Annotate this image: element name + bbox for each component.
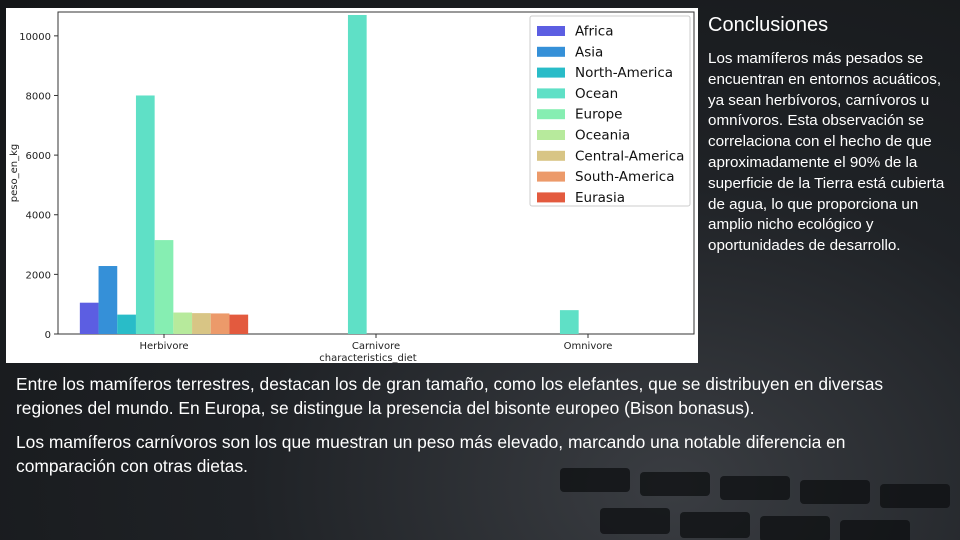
y-tick-label: 2000 (26, 270, 51, 281)
legend-swatch (537, 171, 565, 182)
y-tick-label: 8000 (26, 91, 51, 102)
legend-swatch (537, 67, 565, 78)
legend-swatch (537, 130, 565, 140)
y-tick-label: 0 (45, 330, 51, 341)
x-tick-label: Herbivore (140, 341, 189, 352)
legend-swatch (537, 26, 565, 36)
bar (135, 95, 155, 335)
legend-swatch (537, 192, 565, 203)
bar (229, 314, 249, 334)
legend-swatch (537, 150, 565, 161)
legend-swatch (537, 88, 565, 99)
legend-box (529, 15, 691, 207)
x-tick-label: Omnivore (564, 341, 613, 352)
x-tick-label: Carnivore (352, 341, 400, 352)
bar (347, 14, 367, 335)
y-tick-label: 10000 (19, 32, 51, 43)
bar (79, 302, 99, 334)
chart-panel: 0 2000 4000 6000 8000 10000 Herbivore Carnivore… (6, 8, 698, 364)
legend-swatch (537, 109, 565, 120)
paragraph-terrestrial: Entre los mamíferos terrestres, destacan… (16, 374, 884, 418)
y-tick-label: 6000 (26, 151, 51, 162)
legend-label: Oceania (575, 128, 630, 144)
bar (117, 314, 136, 334)
bar (98, 266, 118, 334)
legend-label: Central-America (575, 148, 684, 164)
bar (192, 313, 211, 334)
legend-label: Europe (575, 107, 622, 123)
conclusions-text: Los mamíferos más pesados se encuentran … (708, 50, 945, 255)
conclusions-title: Conclusiones (708, 14, 829, 36)
y-axis-label: peso_en_kg (9, 144, 20, 202)
legend-label: Asia (575, 44, 603, 60)
bar (210, 313, 230, 334)
conclusions-panel: Conclusiones Los mamíferos más pesados s… (708, 14, 948, 257)
x-axis-label: characteristics_diet (319, 353, 417, 363)
bottom-text: Entre los mamíferos terrestres, destacan… (16, 372, 946, 488)
legend-label: North-America (575, 65, 673, 81)
legend-label: Ocean (575, 86, 618, 102)
legend-label: South-America (575, 169, 675, 185)
bar (173, 312, 193, 334)
legend-swatch (537, 46, 565, 57)
legend-label: Eurasia (575, 190, 625, 206)
paragraph-carnivores: Los mamíferos carnívoros son los que mue… (16, 432, 846, 476)
legend-label: Africa (575, 24, 614, 40)
bar (559, 310, 579, 334)
bar-chart: 0 2000 4000 6000 8000 10000 Herbivore Carnivore… (9, 11, 695, 364)
bar (154, 240, 174, 334)
y-tick-label: 4000 (26, 211, 51, 222)
